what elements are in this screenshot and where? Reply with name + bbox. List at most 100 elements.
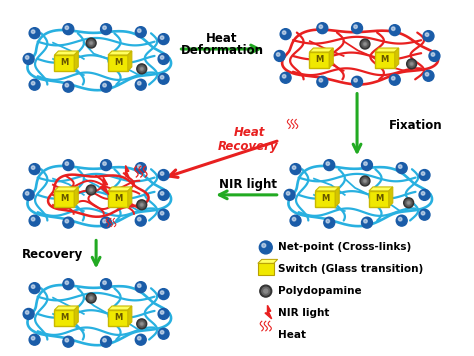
FancyBboxPatch shape: [310, 52, 329, 68]
Polygon shape: [128, 51, 132, 71]
Text: Heat: Heat: [234, 126, 265, 139]
Text: Switch (Glass transition): Switch (Glass transition): [278, 264, 423, 274]
Circle shape: [362, 178, 368, 184]
Polygon shape: [389, 187, 393, 207]
Circle shape: [135, 334, 146, 345]
Circle shape: [421, 172, 425, 175]
Circle shape: [65, 281, 69, 284]
Circle shape: [410, 62, 414, 66]
Circle shape: [23, 189, 34, 200]
Circle shape: [100, 336, 111, 347]
Circle shape: [63, 217, 74, 228]
Circle shape: [389, 25, 400, 36]
Polygon shape: [123, 166, 130, 179]
Text: Recovery: Recovery: [22, 248, 83, 261]
Circle shape: [326, 219, 329, 223]
FancyBboxPatch shape: [55, 191, 74, 207]
Circle shape: [103, 26, 106, 30]
Circle shape: [419, 189, 430, 200]
Circle shape: [89, 296, 93, 300]
Circle shape: [103, 162, 106, 166]
Circle shape: [158, 33, 169, 44]
Circle shape: [352, 23, 363, 33]
Circle shape: [63, 159, 74, 171]
Circle shape: [283, 74, 286, 78]
Polygon shape: [265, 305, 272, 319]
Circle shape: [410, 63, 413, 65]
Circle shape: [396, 163, 407, 173]
Circle shape: [158, 53, 169, 64]
Circle shape: [160, 36, 164, 40]
Polygon shape: [128, 306, 132, 326]
Circle shape: [86, 293, 96, 303]
Circle shape: [360, 176, 370, 186]
FancyBboxPatch shape: [108, 55, 128, 71]
Text: M: M: [321, 194, 329, 203]
Text: M: M: [381, 56, 389, 64]
FancyBboxPatch shape: [375, 52, 395, 68]
Circle shape: [29, 28, 40, 38]
Circle shape: [363, 42, 367, 46]
Text: M: M: [60, 194, 68, 203]
Polygon shape: [55, 187, 78, 191]
Circle shape: [421, 192, 425, 195]
Circle shape: [29, 334, 40, 345]
Circle shape: [423, 70, 434, 81]
Polygon shape: [108, 187, 132, 191]
Text: Net-point (Cross-links): Net-point (Cross-links): [278, 242, 411, 252]
Circle shape: [158, 209, 169, 220]
FancyBboxPatch shape: [55, 55, 74, 71]
Circle shape: [425, 73, 429, 76]
Circle shape: [259, 241, 272, 254]
Circle shape: [29, 79, 40, 90]
Circle shape: [364, 43, 366, 45]
Circle shape: [89, 188, 93, 192]
Circle shape: [280, 29, 291, 40]
Circle shape: [135, 215, 146, 226]
Circle shape: [100, 159, 111, 171]
Circle shape: [362, 41, 368, 48]
Polygon shape: [74, 306, 78, 326]
Circle shape: [423, 31, 434, 42]
Circle shape: [290, 164, 301, 174]
Text: M: M: [114, 58, 122, 67]
Text: Recovery: Recovery: [218, 140, 278, 153]
Circle shape: [319, 78, 323, 82]
Polygon shape: [55, 51, 78, 55]
FancyBboxPatch shape: [108, 191, 128, 207]
Circle shape: [290, 215, 301, 226]
Polygon shape: [329, 48, 333, 68]
Circle shape: [425, 33, 429, 36]
Circle shape: [389, 74, 400, 85]
Circle shape: [292, 166, 296, 169]
Circle shape: [396, 215, 407, 226]
Circle shape: [135, 27, 146, 38]
Circle shape: [262, 244, 266, 247]
Circle shape: [264, 289, 268, 293]
Circle shape: [23, 308, 34, 319]
FancyBboxPatch shape: [55, 310, 74, 326]
Circle shape: [284, 189, 295, 200]
Circle shape: [364, 180, 366, 182]
Circle shape: [399, 218, 402, 221]
Text: M: M: [114, 313, 122, 323]
Circle shape: [65, 339, 69, 342]
Circle shape: [362, 159, 373, 171]
Circle shape: [90, 189, 92, 191]
Circle shape: [103, 83, 106, 87]
Circle shape: [158, 308, 169, 319]
Circle shape: [404, 198, 414, 208]
Circle shape: [160, 192, 164, 195]
Circle shape: [360, 39, 370, 49]
Text: NIR light: NIR light: [219, 178, 277, 192]
Polygon shape: [74, 51, 78, 71]
Circle shape: [138, 320, 145, 327]
Polygon shape: [74, 187, 78, 207]
Circle shape: [29, 283, 40, 294]
Circle shape: [319, 25, 323, 28]
Circle shape: [158, 328, 169, 339]
Circle shape: [89, 41, 93, 45]
Circle shape: [137, 64, 147, 74]
Circle shape: [419, 169, 430, 180]
Circle shape: [86, 38, 96, 48]
